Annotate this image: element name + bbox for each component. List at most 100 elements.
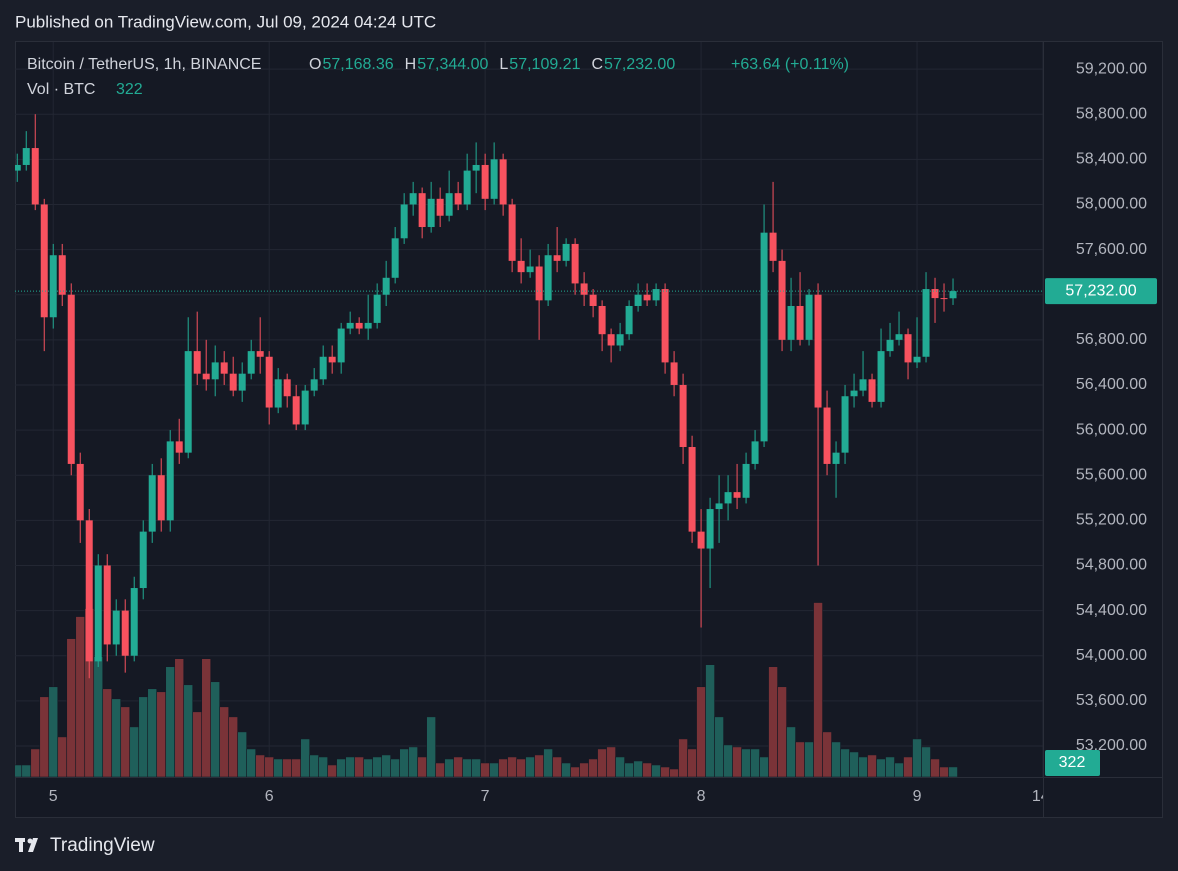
candle-body: [652, 289, 660, 301]
symbol: Bitcoin / TetherUS, 1h, BINANCE: [27, 56, 261, 73]
candle-body: [742, 463, 750, 498]
candle-body: [778, 260, 786, 340]
candle-body: [463, 170, 471, 205]
candle-body: [553, 255, 561, 261]
candle-body: [391, 238, 399, 278]
x-tick-label: 6: [265, 788, 274, 805]
volume-bar: [903, 756, 913, 777]
candle-body: [157, 475, 165, 521]
candle-body: [535, 266, 543, 301]
volume-bar: [48, 686, 59, 777]
volume-bar: [876, 758, 886, 777]
candle-body: [94, 565, 102, 662]
candle-body: [697, 531, 705, 549]
volume-bar: [516, 758, 526, 777]
candle-body: [175, 441, 183, 453]
candle-body: [328, 356, 336, 363]
candle-body: [724, 492, 732, 504]
y-tick-label: 59,200.00: [1076, 60, 1147, 77]
y-tick-label: 56,400.00: [1076, 376, 1147, 393]
volume-bar: [579, 762, 589, 777]
volume-bar: [885, 756, 895, 777]
volume-bar: [75, 616, 86, 777]
volume-bar: [480, 762, 490, 777]
y-tick-label: 58,000.00: [1076, 196, 1147, 213]
candle-body: [850, 390, 858, 397]
candle-body: [922, 289, 930, 357]
ohlc-value: 57,109.21: [509, 56, 580, 73]
candle-body: [274, 379, 282, 408]
volume-bar: [210, 681, 221, 777]
candle-body: [625, 305, 633, 335]
volume-bar: [525, 756, 535, 777]
volume-bar: [651, 764, 661, 777]
candle-body: [67, 294, 75, 464]
volume-bar: [273, 758, 283, 777]
ohlc-key: H: [405, 56, 417, 73]
y-tick-label: 53,600.00: [1076, 692, 1147, 709]
candle-body: [247, 351, 255, 374]
candle-body: [346, 322, 354, 329]
volume-bar: [840, 748, 850, 777]
logo-part: [19, 838, 23, 852]
candle-body: [445, 193, 453, 216]
candle-body: [643, 294, 651, 301]
candle-body: [373, 294, 381, 323]
volume-bar: [768, 666, 778, 777]
volume-bar: [705, 664, 715, 777]
candle-body: [148, 475, 156, 532]
candle-body: [319, 356, 327, 380]
candle-body: [382, 277, 390, 295]
last-price-badge: [1045, 278, 1157, 305]
volume-bar: [588, 758, 598, 777]
candle-body: [571, 243, 579, 284]
volume-bar: [687, 748, 697, 777]
volume-bar: [300, 738, 310, 777]
volume-bar: [894, 762, 904, 777]
volume-bar: [147, 688, 158, 777]
volume-bar: [471, 758, 481, 777]
volume-bar: [336, 758, 346, 777]
candle-body: [85, 520, 93, 662]
candle-body: [616, 334, 624, 346]
candle-body: [22, 148, 30, 165]
candle-body: [688, 447, 696, 532]
candle-body: [823, 407, 831, 464]
logo-part: [28, 838, 38, 852]
ohlc-key: L: [499, 56, 508, 73]
volume-bar: [30, 748, 41, 777]
volume-bar: [453, 756, 463, 777]
volume-bar: [948, 766, 958, 777]
volume-badge-label: 322: [1059, 754, 1086, 771]
change: +63.64 (+0.11%): [731, 56, 849, 73]
candle-body: [733, 492, 741, 498]
volume-bar: [165, 666, 176, 777]
volume-bar: [435, 762, 445, 777]
volume-bar: [318, 756, 328, 777]
candle-body: [103, 565, 111, 645]
volume-bar: [174, 658, 185, 777]
candle-body: [580, 283, 588, 295]
y-tick-label: 58,800.00: [1076, 105, 1147, 122]
candle-body: [265, 356, 273, 408]
volume-bar: [930, 758, 940, 777]
candle-body: [499, 159, 507, 205]
volume-bar: [633, 760, 643, 777]
y-tick-label: 54,400.00: [1076, 602, 1147, 619]
volume-bar: [363, 758, 373, 777]
volume-bar: [660, 766, 670, 777]
candle-body: [841, 396, 849, 453]
y-tick-label: 56,000.00: [1076, 421, 1147, 438]
volume-bar: [291, 758, 301, 777]
volume-bar: [354, 756, 364, 777]
volume-bar: [192, 711, 203, 777]
volume-bar: [507, 756, 517, 777]
last-price-label: 57,232.00: [1065, 282, 1136, 299]
candle-body: [913, 356, 921, 363]
candle-body: [400, 204, 408, 239]
candle-body: [895, 334, 903, 340]
volume-bar: [867, 754, 877, 777]
candle-body: [868, 379, 876, 402]
volume-bar: [345, 756, 355, 777]
candle-body: [481, 164, 489, 199]
